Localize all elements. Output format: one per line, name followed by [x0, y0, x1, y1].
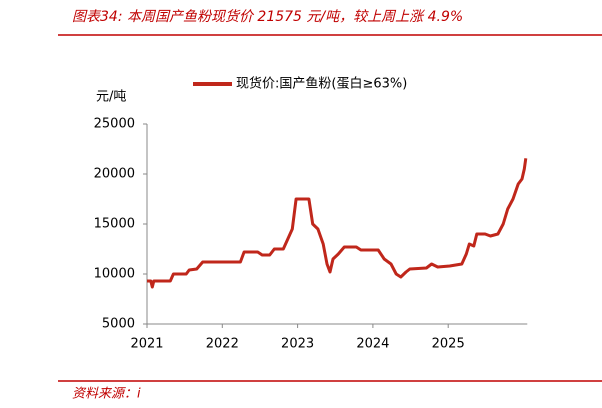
- legend-label: 现货价:国产鱼粉(蛋白≥63%): [236, 76, 407, 92]
- x-tick-label: 2023: [281, 337, 314, 352]
- y-tick-label: 15000: [94, 217, 135, 232]
- x-tick-label: 2022: [206, 337, 239, 352]
- y-tick-label: 5000: [102, 317, 135, 332]
- y-tick-label: 20000: [94, 167, 135, 182]
- y-axis-unit: 元/吨: [96, 90, 126, 105]
- chart-title: 图表34: 本周国产鱼粉现货价 21575 元/吨，较上周上涨 4.9%: [72, 9, 463, 25]
- source: 资料来源：i: [72, 387, 141, 402]
- y-tick-label: 10000: [94, 267, 135, 282]
- x-tick-label: 2024: [356, 337, 389, 352]
- x-tick-label: 2025: [432, 337, 465, 352]
- y-tick-label: 25000: [94, 117, 135, 132]
- x-tick-label: 2021: [130, 337, 163, 352]
- line: [147, 158, 528, 289]
